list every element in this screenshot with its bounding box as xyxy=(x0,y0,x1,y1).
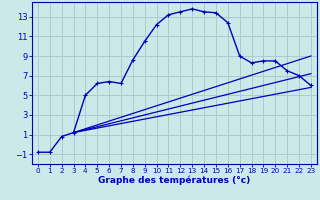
X-axis label: Graphe des températures (°c): Graphe des températures (°c) xyxy=(98,176,251,185)
